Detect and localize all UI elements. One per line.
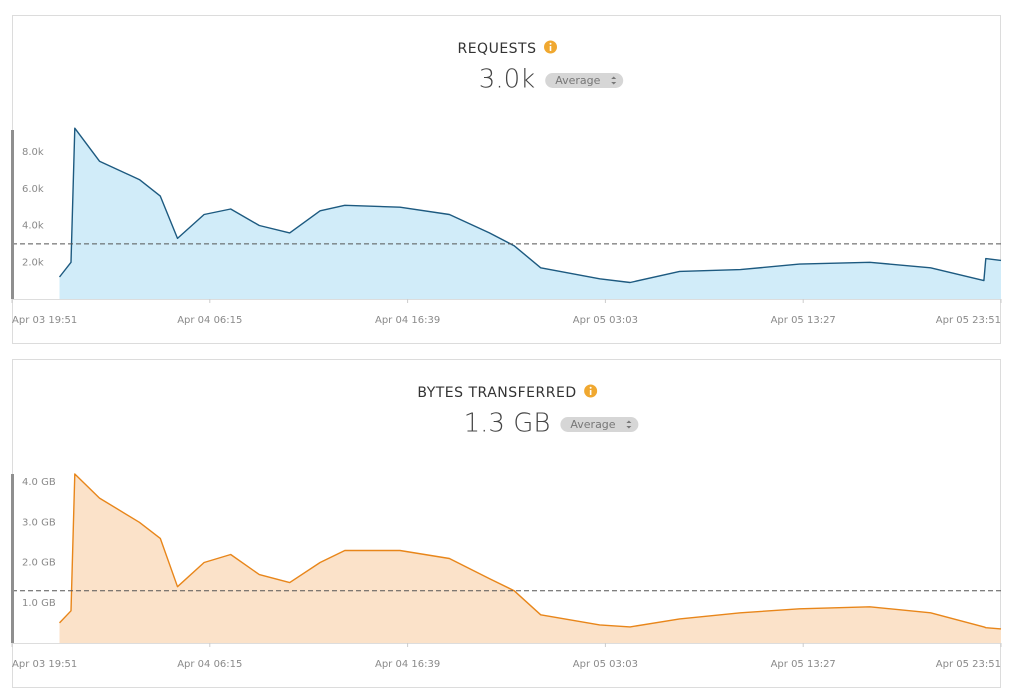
x-tick-label: Apr 04 16:39	[375, 315, 440, 326]
chart-title: REQUESTS	[457, 41, 536, 57]
x-tick-label: Apr 04 06:15	[177, 659, 242, 670]
aggregate-label: Average	[555, 74, 600, 87]
y-tick-label: 2.0k	[22, 257, 44, 268]
chart-title: BYTES TRANSFERRED	[417, 385, 576, 401]
x-tick-label: Apr 04 06:15	[177, 315, 242, 326]
y-axis-bar	[11, 130, 14, 299]
x-tick-label: Apr 05 23:51	[936, 659, 1001, 670]
y-tick-label: 3.0 GB	[22, 517, 56, 528]
chart-panel: REQUESTS 3.0k Average 2.0k 4.0k 6.0k 8.0k Apr 0…	[11, 15, 1002, 344]
y-tick-label: 2.0 GB	[22, 558, 56, 569]
x-tick-label: Apr 04 16:39	[375, 659, 440, 670]
chart-panel: BYTES TRANSFERRED 1.3 GB Average 1.0 GB 2.0 …	[11, 359, 1002, 688]
y-axis-bar	[11, 474, 14, 643]
x-tick-label: Apr 05 13:27	[771, 659, 836, 670]
info-icon-dot	[549, 42, 552, 45]
summary-value: 1.3 GB	[464, 409, 551, 439]
summary-value: 3.0k	[479, 65, 535, 95]
y-tick-label: 4.0 GB	[22, 477, 56, 488]
aggregate-label: Average	[570, 418, 615, 431]
select-arrows	[626, 420, 632, 429]
select-arrows	[611, 76, 617, 85]
x-tick-label: Apr 05 03:03	[573, 315, 638, 326]
line	[58, 127, 1002, 284]
aggregate-select[interactable]	[545, 73, 624, 88]
y-tick-label: 8.0k	[22, 147, 44, 158]
y-tick-label: 4.0k	[22, 221, 44, 232]
x-tick-label: Apr 03 19:51	[12, 315, 77, 326]
area	[59, 128, 1001, 299]
y-tick-label: 6.0k	[22, 184, 44, 195]
x-tick-label: Apr 05 23:51	[936, 315, 1001, 326]
line	[58, 473, 1002, 630]
aggregate-select[interactable]	[560, 417, 639, 432]
x-tick-label: Apr 05 03:03	[573, 659, 638, 670]
x-tick-label: Apr 03 19:51	[12, 659, 77, 670]
y-tick-label: 1.0 GB	[22, 598, 56, 609]
x-tick-label: Apr 05 13:27	[771, 315, 836, 326]
area	[59, 474, 1001, 643]
info-icon-dot	[589, 386, 592, 389]
